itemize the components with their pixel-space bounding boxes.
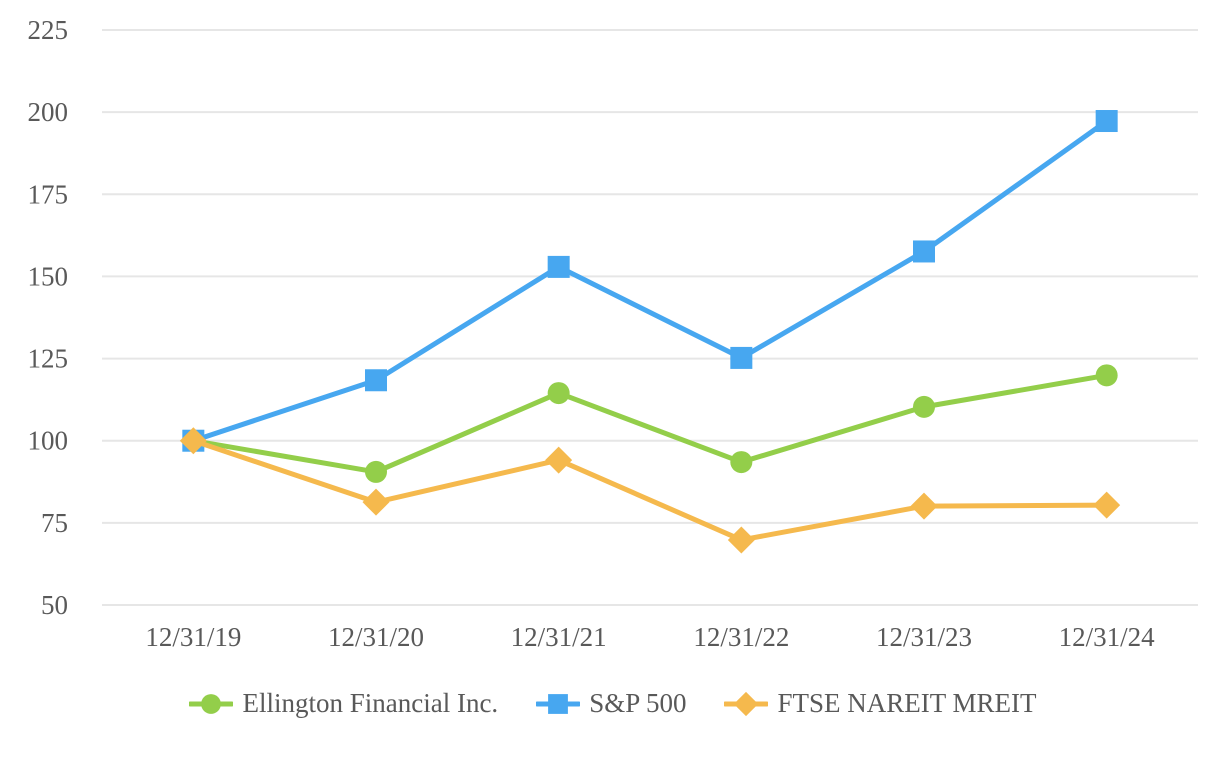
series-s-p-500 [182, 110, 1118, 452]
square-data-point-marker [913, 240, 935, 263]
y-axis-tick-label: 200 [28, 97, 69, 127]
y-axis-tick-label: 125 [28, 344, 69, 374]
circle-data-point-marker [365, 460, 387, 483]
diamond-marker-icon [724, 691, 769, 716]
diamond-data-point-marker [910, 492, 938, 520]
y-axis-tick-label: 75 [41, 508, 68, 538]
x-axis-tick-label: 12/31/21 [511, 622, 607, 652]
square-data-point-marker [1095, 110, 1118, 133]
series-ellington-financial-inc [182, 364, 1118, 483]
circle-data-point-marker [730, 451, 753, 474]
chart-legend: Ellington Financial Inc. S&P 500 FTSE NA… [0, 688, 1226, 719]
legend-diamond-icon [734, 691, 759, 716]
legend-label: S&P 500 [589, 688, 687, 718]
diamond-data-point-marker [545, 446, 573, 474]
square-data-point-marker [365, 369, 387, 392]
circle-data-point-marker [1095, 364, 1118, 387]
legend-item-ftse-nareit-mreit: FTSE NAREIT MREIT [724, 688, 1037, 719]
series-line-s-p-500 [190, 118, 1110, 444]
circle-data-point-marker [547, 382, 570, 405]
x-axis-tick-label: 12/31/20 [328, 622, 424, 652]
circle-marker-icon [189, 693, 234, 714]
y-axis-tick-label: 100 [28, 426, 69, 456]
y-axis-tick-label: 225 [28, 15, 69, 45]
square-data-point-marker [547, 255, 570, 278]
series-ftse-nareit-mreit [179, 427, 1121, 554]
legend-item-sp500: S&P 500 [536, 688, 686, 719]
diamond-data-point-marker [362, 488, 390, 516]
square-data-point-marker [730, 346, 753, 369]
legend-label: Ellington Financial Inc. [242, 688, 499, 718]
y-axis-tick-label: 150 [28, 261, 69, 291]
diamond-data-point-marker [1093, 491, 1121, 519]
y-axis-tick-label: 50 [41, 590, 68, 620]
circle-data-point-marker [913, 395, 935, 418]
square-marker-icon [536, 693, 581, 714]
series-line-ellington-financial-inc [190, 372, 1110, 475]
diamond-data-point-marker [727, 526, 755, 554]
series-line-ftse-nareit-mreit [190, 438, 1110, 543]
legend-label: FTSE NAREIT MREIT [777, 688, 1037, 718]
x-axis-tick-label: 12/31/22 [693, 622, 789, 652]
x-axis-tick-label: 12/31/24 [1059, 622, 1156, 652]
x-axis-tick-label: 12/31/23 [876, 622, 972, 652]
diamond-data-point-marker [179, 427, 207, 455]
legend-item-ellington-financial: Ellington Financial Inc. [189, 688, 498, 719]
x-axis-tick-label: 12/31/19 [145, 622, 241, 652]
y-axis-tick-label: 175 [28, 179, 69, 209]
legend-square-icon [548, 693, 569, 714]
legend-circle-icon [201, 693, 222, 714]
